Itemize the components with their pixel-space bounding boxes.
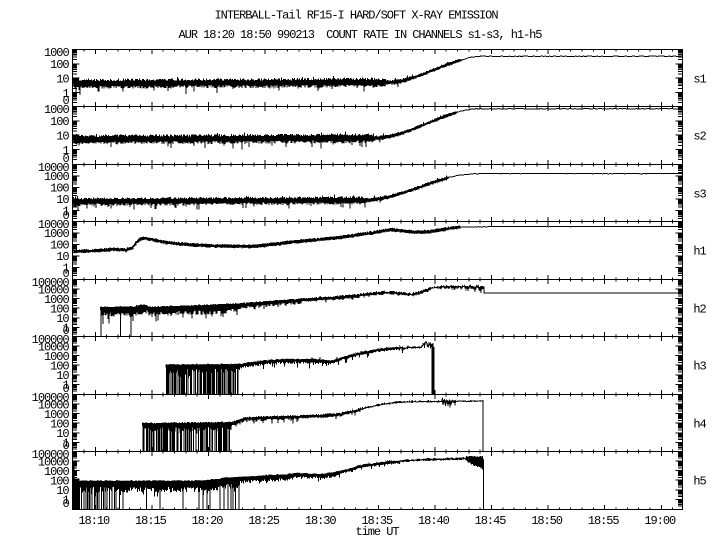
- svg-text:h1: h1: [693, 245, 706, 259]
- svg-text:h4: h4: [693, 418, 706, 432]
- svg-text:0: 0: [62, 209, 69, 223]
- svg-text:1: 1: [62, 494, 69, 508]
- svg-text:100: 100: [50, 417, 69, 431]
- svg-text:100000: 100000: [32, 391, 70, 405]
- svg-text:100: 100: [50, 58, 69, 72]
- svg-text:1000: 1000: [44, 293, 69, 307]
- svg-text:10: 10: [56, 427, 69, 441]
- svg-text:h3: h3: [693, 360, 706, 374]
- svg-text:10000: 10000: [38, 340, 70, 354]
- svg-text:s3: s3: [693, 188, 706, 202]
- svg-text:18:20: 18:20: [192, 514, 224, 528]
- svg-text:100: 100: [50, 239, 69, 253]
- svg-text:10: 10: [56, 129, 69, 143]
- svg-text:1: 1: [62, 379, 69, 393]
- svg-text:1: 1: [62, 87, 69, 101]
- svg-text:INTERBALL-Tail RF15-I HARD/SOF: INTERBALL-Tail RF15-I HARD/SOFT X-RAY EM…: [215, 8, 499, 22]
- svg-text:100: 100: [50, 182, 69, 196]
- svg-text:10: 10: [56, 193, 69, 207]
- svg-text:h2: h2: [693, 303, 706, 317]
- svg-text:time UT: time UT: [355, 525, 399, 539]
- svg-text:AUR 18:20 18:50 990213 COUNT: AUR 18:20 18:50 990213 COUNT RATE IN CHA…: [179, 28, 543, 42]
- svg-text:18:35: 18:35: [361, 514, 393, 528]
- svg-text:0: 0: [62, 152, 69, 166]
- svg-text:18:50: 18:50: [531, 514, 563, 528]
- svg-text:1000: 1000: [44, 408, 69, 422]
- svg-text:0: 0: [62, 267, 69, 281]
- svg-text:19:00: 19:00: [644, 514, 676, 528]
- svg-text:h5: h5: [693, 475, 706, 489]
- svg-text:0: 0: [62, 382, 69, 396]
- svg-text:100000: 100000: [32, 276, 70, 290]
- svg-text:1000: 1000: [44, 170, 69, 184]
- svg-text:10: 10: [56, 484, 69, 498]
- svg-text:10: 10: [56, 312, 69, 326]
- svg-text:1: 1: [62, 144, 69, 158]
- svg-text:18:30: 18:30: [305, 514, 337, 528]
- svg-text:10: 10: [56, 369, 69, 383]
- svg-text:1000: 1000: [44, 350, 69, 364]
- svg-text:10000: 10000: [38, 161, 70, 175]
- svg-text:18:10: 18:10: [78, 514, 110, 528]
- svg-text:18:15: 18:15: [135, 514, 167, 528]
- svg-text:1000: 1000: [44, 46, 69, 60]
- svg-text:1: 1: [62, 262, 69, 276]
- svg-text:100000: 100000: [32, 333, 70, 347]
- svg-text:100: 100: [50, 302, 69, 316]
- svg-text:18:45: 18:45: [475, 514, 507, 528]
- svg-text:0: 0: [62, 94, 69, 108]
- svg-text:s2: s2: [693, 130, 706, 144]
- svg-text:18:55: 18:55: [588, 514, 620, 528]
- svg-text:100: 100: [50, 474, 69, 488]
- svg-text:100: 100: [50, 359, 69, 373]
- svg-text:0: 0: [62, 497, 69, 511]
- svg-text:10000: 10000: [38, 455, 70, 469]
- svg-text:0: 0: [62, 324, 69, 338]
- svg-text:0: 0: [62, 439, 69, 453]
- svg-text:1: 1: [62, 205, 69, 219]
- svg-text:1000: 1000: [44, 103, 69, 117]
- svg-text:1: 1: [62, 322, 69, 336]
- svg-text:10000: 10000: [38, 398, 70, 412]
- svg-text:100: 100: [50, 115, 69, 129]
- svg-text:1: 1: [62, 437, 69, 451]
- svg-text:1000: 1000: [44, 227, 69, 241]
- svg-text:10: 10: [56, 250, 69, 264]
- svg-text:10000: 10000: [38, 283, 70, 297]
- svg-text:100000: 100000: [32, 448, 70, 462]
- svg-text:18:25: 18:25: [248, 514, 280, 528]
- svg-text:1000: 1000: [44, 465, 69, 479]
- svg-text:18:40: 18:40: [418, 514, 450, 528]
- svg-text:s1: s1: [693, 73, 706, 87]
- svg-text:10000: 10000: [38, 218, 70, 232]
- svg-text:10: 10: [56, 72, 69, 86]
